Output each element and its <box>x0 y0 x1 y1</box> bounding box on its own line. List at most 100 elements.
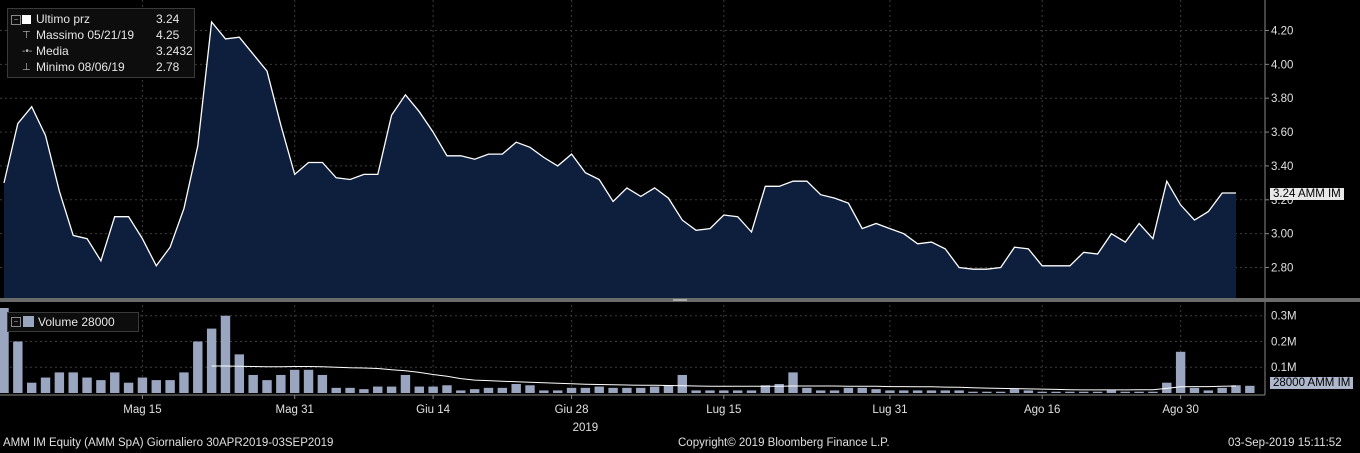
price-series <box>3 20 1236 298</box>
volume-bar <box>345 387 355 393</box>
volume-bar <box>469 389 480 393</box>
price-tick-label: 3.60 <box>1271 127 1293 139</box>
x-tick-label: Mag 15 <box>123 404 161 416</box>
price-last-tag: 3.24 AMM IM <box>1270 188 1344 200</box>
volume-bar <box>912 390 923 393</box>
volume-bar <box>303 369 314 393</box>
volume-bar <box>234 354 245 393</box>
volume-bar <box>1009 389 1020 393</box>
price-tick-label: 3.80 <box>1271 93 1293 105</box>
legend-avg-value: 3.2432 <box>156 44 193 58</box>
volume-bar <box>26 382 37 393</box>
legend-last-value: 3.24 <box>156 12 180 26</box>
volume-bar <box>982 391 992 393</box>
x-tick-label: Ago 16 <box>1024 404 1060 416</box>
price-area <box>4 22 1236 298</box>
volume-tick-label: 0.3M <box>1271 311 1297 323</box>
volume-average-line <box>211 365 1237 391</box>
volume-bar <box>719 390 729 393</box>
legend-low-label: Minimo 08/06/19 <box>36 60 125 74</box>
volume-bar <box>608 387 618 393</box>
volume-bar <box>1231 385 1241 393</box>
volume-bar <box>442 385 452 393</box>
volume-bar <box>940 390 951 393</box>
volume-bar <box>1203 390 1214 393</box>
footer-security: AMM IM Equity (AMM SpA) Giornaliero 30AP… <box>3 437 334 449</box>
volume-bar <box>636 387 646 393</box>
volume-bar <box>13 341 23 393</box>
footer-timestamp: 03-Sep-2019 15:11:52 <box>1228 437 1342 449</box>
volume-bar <box>193 341 203 393</box>
volume-bar <box>566 387 577 393</box>
volume-bar <box>497 387 508 393</box>
low-marker-icon: ⊥ <box>22 62 31 73</box>
volume-bar <box>373 386 383 393</box>
divider-handle[interactable] <box>673 299 687 301</box>
volume-swatch <box>23 316 34 327</box>
volume-bar <box>857 387 867 393</box>
volume-bar <box>649 386 660 393</box>
volume-bar <box>414 386 424 393</box>
volume-bar <box>1175 351 1186 393</box>
volume-bar <box>594 386 604 393</box>
volume-bar <box>525 385 535 393</box>
volume-bar <box>317 374 328 393</box>
volume-bar <box>816 390 826 393</box>
volume-bar <box>995 391 1006 393</box>
volume-bar <box>96 380 106 393</box>
price-tick-label: 4.00 <box>1271 59 1293 71</box>
volume-bar <box>1148 391 1158 393</box>
volume-bar <box>788 372 798 393</box>
volume-bar <box>82 377 92 393</box>
volume-bar <box>885 390 895 393</box>
volume-bar <box>151 380 161 393</box>
legend-toggle-icon[interactable]: − <box>11 15 21 25</box>
volume-bar <box>954 390 964 393</box>
legend-avg-label: Media <box>36 44 69 58</box>
volume-bar <box>705 390 715 393</box>
volume-series <box>0 308 1255 393</box>
average-marker-icon: -•- <box>22 46 33 57</box>
x-tick-label: Lug 15 <box>706 404 741 416</box>
x-tick-label: Ago 30 <box>1162 404 1198 416</box>
volume-bar <box>691 390 701 393</box>
volume-bar <box>248 374 258 393</box>
high-marker-icon: ⊤ <box>22 30 31 41</box>
volume-bar <box>206 328 217 393</box>
volume-bar <box>220 315 231 393</box>
volume-bar <box>1079 391 1089 393</box>
volume-bar <box>179 372 189 393</box>
volume-bar <box>511 383 521 393</box>
volume-tick-label: 0.1M <box>1271 362 1297 374</box>
legend-high-value: 4.25 <box>156 28 180 42</box>
volume-bar <box>1023 390 1034 393</box>
price-legend: − Ultimo prz 3.24 ⊤ Massimo 05/21/19 4.2… <box>7 8 195 78</box>
volume-bar <box>386 386 397 393</box>
x-tick-label: Lug 31 <box>872 404 907 416</box>
volume-bar <box>843 387 854 393</box>
volume-bar <box>137 377 148 393</box>
volume-legend: − Volume 28000 <box>7 312 139 332</box>
legend-last-label: Ultimo prz <box>36 12 91 26</box>
volume-bar <box>802 387 812 393</box>
legend-toggle-icon[interactable]: − <box>11 317 21 327</box>
volume-bar <box>926 390 937 393</box>
legend-high: ⊤ Massimo 05/21/19 4.25 <box>8 28 194 44</box>
volume-bar <box>1245 385 1255 393</box>
volume-bar <box>110 372 120 393</box>
volume-bar <box>622 387 632 393</box>
volume-bar <box>289 369 300 393</box>
volume-bar <box>0 308 9 393</box>
volume-bar <box>871 389 881 393</box>
legend-low: ⊥ Minimo 08/06/19 2.78 <box>8 60 194 76</box>
volume-bar <box>40 377 51 393</box>
volume-bar <box>760 385 771 393</box>
legend-last: − Ultimo prz 3.24 <box>8 12 194 28</box>
price-tick-label: 3.40 <box>1271 161 1293 173</box>
volume-bar <box>428 386 438 393</box>
volume-bar <box>400 374 411 393</box>
square-icon <box>22 15 31 24</box>
volume-bar <box>746 390 757 393</box>
volume-tick-label: 0.2M <box>1271 336 1297 348</box>
